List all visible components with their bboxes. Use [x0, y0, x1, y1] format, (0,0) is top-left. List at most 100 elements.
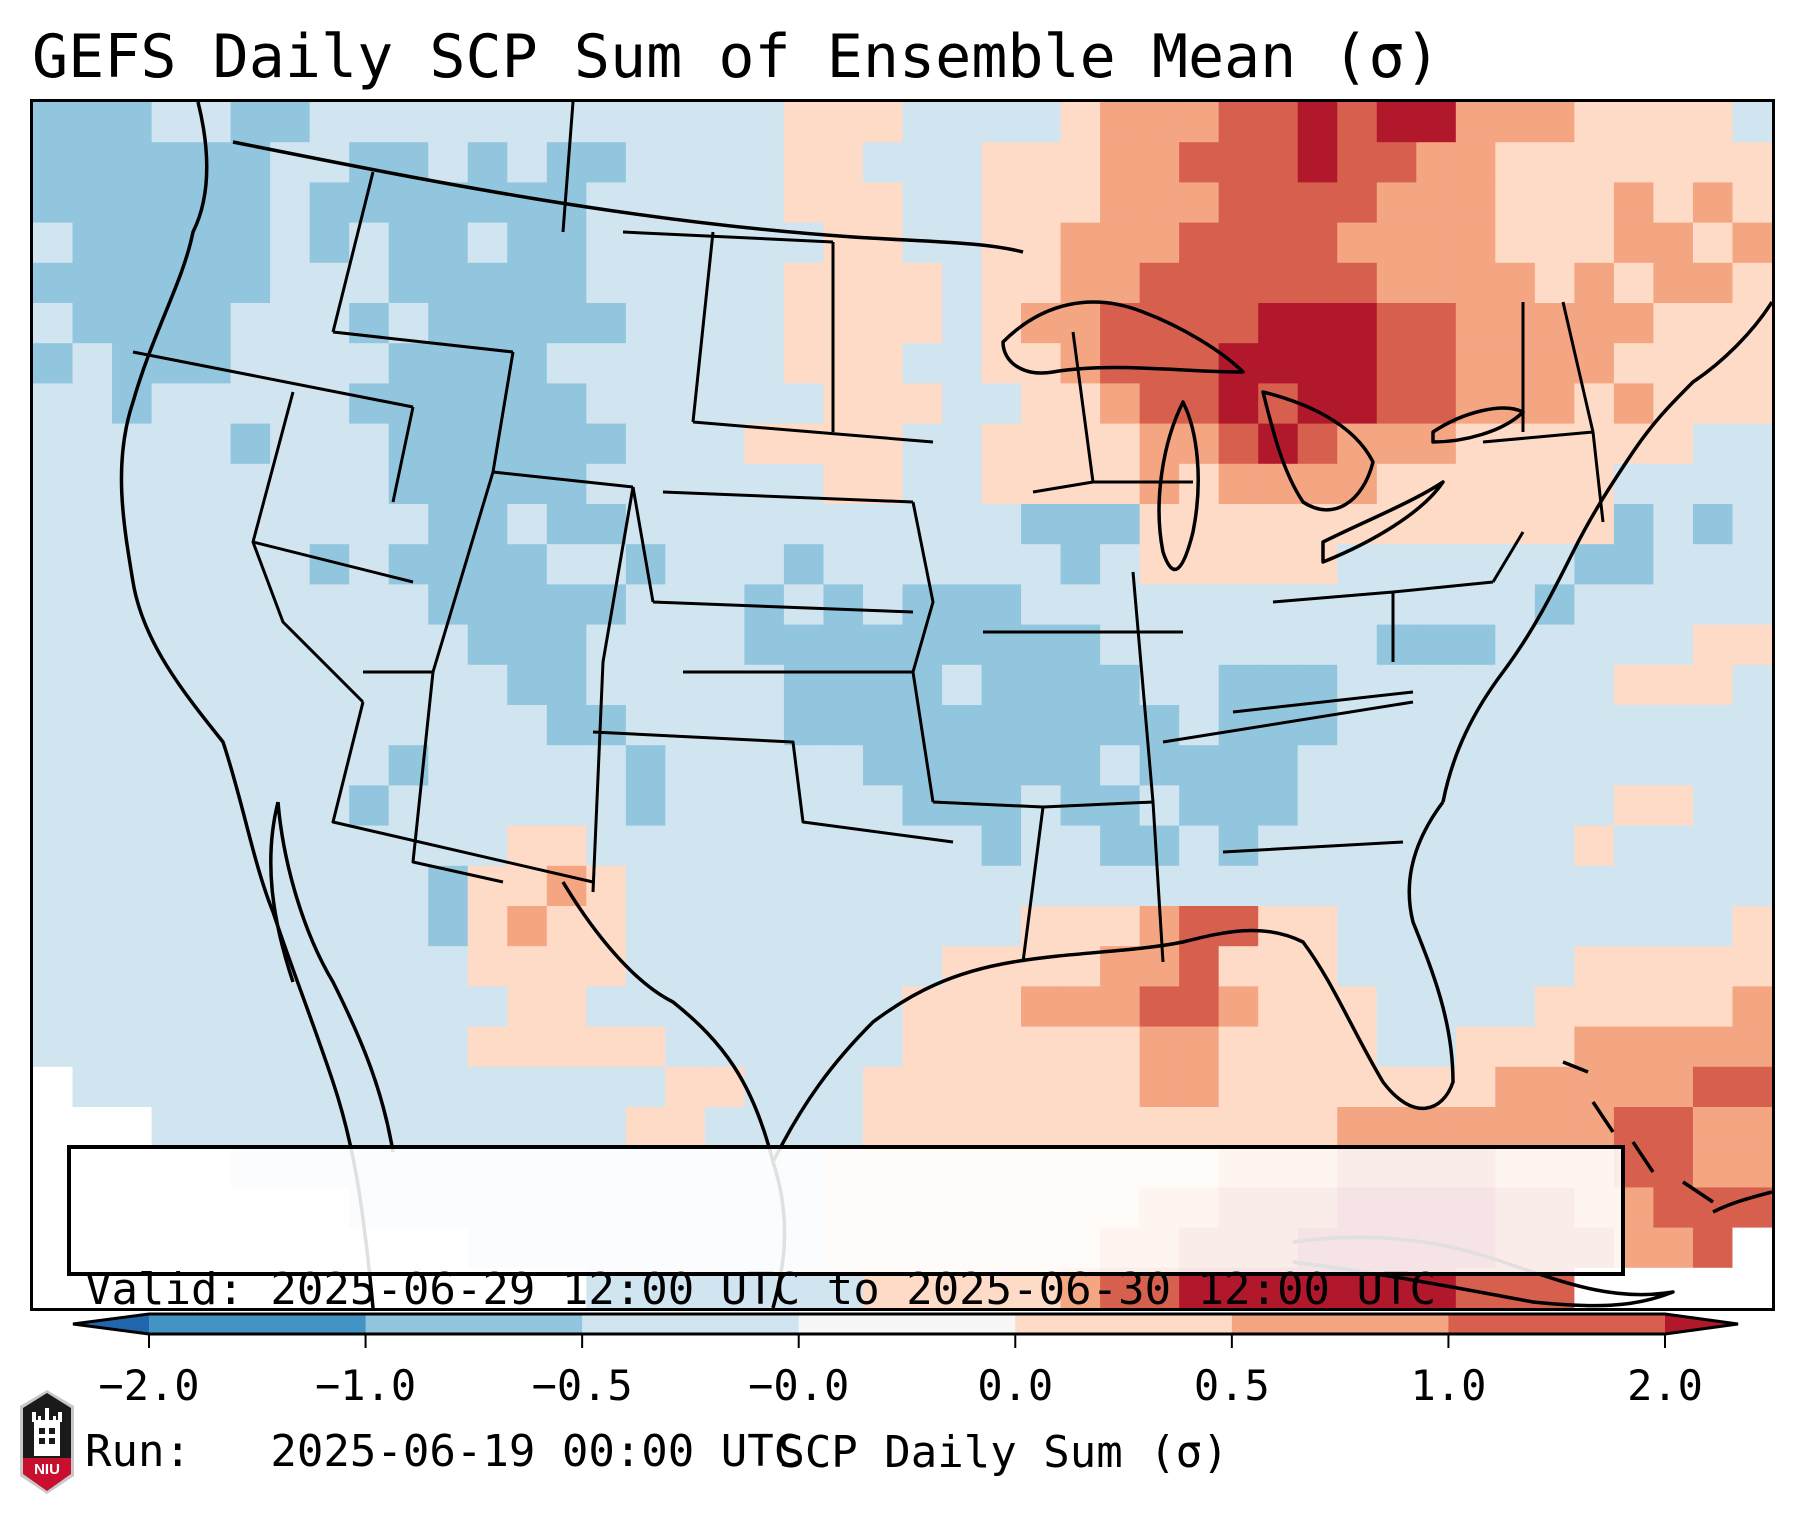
field-cell: [1653, 463, 1694, 505]
field-cell: [1495, 102, 1536, 143]
field-cell: [33, 343, 74, 384]
field-cell: [151, 745, 192, 786]
field-cell: [1416, 343, 1457, 384]
field-cell: [1021, 1066, 1062, 1108]
field-cell: [309, 986, 350, 1028]
island-bahamas: [1562, 1060, 1714, 1204]
field-cell: [783, 383, 825, 425]
field-cell: [1060, 1107, 1101, 1148]
field-cell: [783, 182, 825, 224]
field-cell: [586, 142, 627, 183]
field-cell: [270, 303, 311, 344]
field-cell: [1732, 463, 1772, 505]
colorbar-segment: [1448, 1314, 1666, 1334]
field-cell: [1376, 262, 1417, 304]
field-cell: [862, 262, 904, 304]
field-cell: [388, 986, 429, 1028]
field-cell: [507, 262, 548, 304]
field-cell: [388, 705, 429, 746]
field-cell: [783, 222, 825, 264]
field-cell: [1100, 102, 1141, 143]
field-cell: [1179, 262, 1220, 304]
field-cell: [1376, 1026, 1417, 1068]
field-cell: [1574, 544, 1615, 585]
field-cell: [546, 624, 587, 666]
field-cell: [625, 423, 666, 465]
field-cell: [1416, 383, 1457, 425]
field-cell: [665, 142, 706, 183]
field-cell: [1495, 343, 1536, 384]
field-cell: [783, 745, 825, 786]
field-cell: [1060, 303, 1101, 344]
field-cell: [1455, 865, 1496, 907]
field-cell: [704, 383, 746, 425]
field-cell: [981, 383, 1022, 425]
field-cell: [1376, 946, 1417, 987]
field-cell: [981, 423, 1022, 465]
field-cell: [665, 383, 706, 425]
field-cell: [1495, 946, 1536, 987]
field-cell: [1692, 584, 1734, 626]
field-cell: [388, 906, 429, 947]
field-cell: [1139, 986, 1180, 1028]
field-cell: [309, 504, 350, 545]
field-cell: [981, 1026, 1022, 1068]
field-cell: [1021, 946, 1062, 987]
field-cell: [862, 383, 904, 425]
field-cell: [1455, 825, 1496, 867]
field-cell: [388, 825, 429, 867]
field-cell: [665, 906, 706, 947]
field-cell: [309, 303, 350, 344]
field-cell: [981, 504, 1022, 545]
field-cell: [1692, 664, 1734, 706]
field-cell: [1574, 303, 1615, 344]
field-cell: [1732, 262, 1772, 304]
field-cell: [1455, 1066, 1496, 1108]
field-cell: [309, 423, 350, 465]
outside-domain-cell: [33, 1147, 74, 1188]
field-cell: [112, 142, 153, 183]
field-cell: [1613, 1066, 1655, 1108]
field-cell: [1653, 102, 1694, 143]
field-cell: [625, 222, 666, 264]
field-cell: [1455, 906, 1496, 947]
field-cell: [1732, 584, 1772, 626]
field-cell: [349, 423, 390, 465]
field-cell: [309, 785, 350, 827]
field-cell: [1139, 544, 1180, 585]
field-cell: [1139, 102, 1180, 143]
field-cell: [1021, 262, 1062, 304]
field-cell: [625, 865, 666, 907]
field-cell: [1455, 946, 1496, 987]
field-cell: [112, 222, 153, 264]
field-cell: [1100, 986, 1141, 1028]
field-cell: [1060, 906, 1101, 947]
field-cell: [1179, 504, 1220, 545]
field-cell: [981, 705, 1022, 746]
field-cell: [704, 303, 746, 344]
field-cell: [191, 664, 232, 706]
field-cell: [625, 584, 666, 626]
field-cell: [112, 463, 153, 505]
field-cell: [1653, 624, 1694, 666]
tick-label: −1.0: [314, 1361, 417, 1410]
field-cell: [862, 102, 904, 143]
field-cell: [823, 624, 864, 666]
field-cell: [704, 504, 746, 545]
field-cell: [1218, 745, 1259, 786]
field-cell: [586, 664, 627, 706]
field-cell: [1574, 906, 1615, 947]
field-cell: [902, 986, 943, 1028]
state-lines: [132, 102, 1605, 963]
field-cell: [191, 222, 232, 264]
field-cell: [1218, 182, 1259, 224]
field-cell: [1297, 222, 1338, 264]
logo-shield-red: [23, 1458, 71, 1491]
field-cell: [1139, 1107, 1180, 1148]
field-cell: [507, 142, 548, 183]
field-cell: [1258, 1066, 1299, 1108]
field-cell: [1021, 664, 1062, 706]
field-cell: [586, 262, 627, 304]
field-cell: [665, 423, 706, 465]
field-cell: [1100, 1107, 1141, 1148]
